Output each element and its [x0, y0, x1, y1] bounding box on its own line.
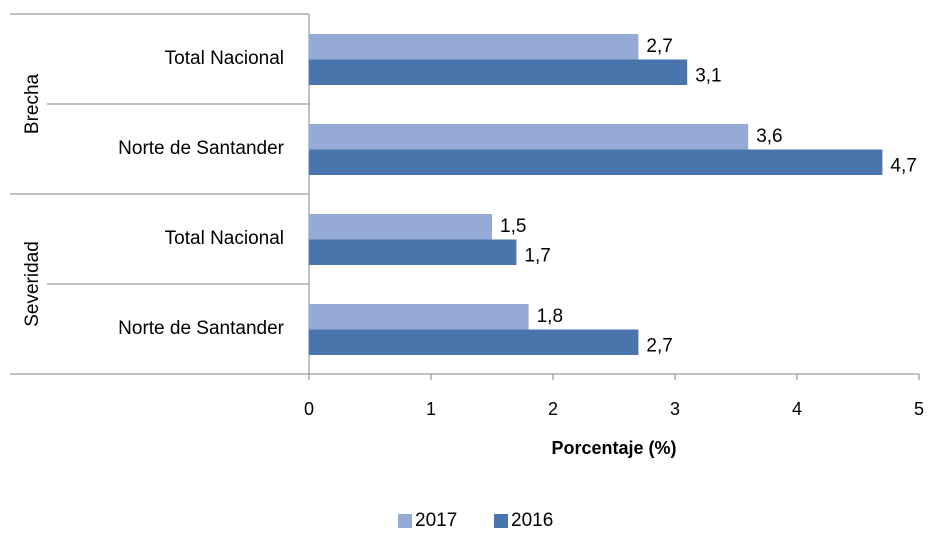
data-label: 1,7	[524, 245, 550, 266]
data-label: 3,1	[695, 65, 721, 86]
bar	[309, 124, 749, 150]
legend-label: 2017	[415, 510, 457, 531]
y-tick-label: Total Nacional	[165, 48, 284, 69]
legend-swatch	[494, 514, 508, 528]
data-label: 3,6	[756, 126, 782, 147]
y-tick-label: Total Nacional	[165, 228, 284, 249]
x-tick-label: 4	[792, 399, 802, 419]
bar	[309, 329, 639, 355]
data-label: 1,8	[537, 306, 563, 327]
data-label: 4,7	[890, 155, 916, 176]
y-tick-label: Norte de Santander	[118, 138, 285, 159]
data-label: 2,7	[646, 36, 672, 57]
y-tick-label: Norte de Santander	[118, 318, 285, 339]
legend-label: 2016	[511, 510, 553, 531]
bar	[309, 59, 688, 85]
x-tick-label: 0	[304, 399, 314, 419]
bar	[309, 214, 492, 240]
data-label: 1,5	[500, 216, 526, 237]
group-label: Brecha	[22, 73, 43, 134]
bar	[309, 239, 517, 265]
data-label: 2,7	[646, 335, 672, 356]
x-tick-label: 3	[670, 399, 680, 419]
legend-swatch	[398, 514, 412, 528]
bar	[309, 34, 639, 60]
x-axis-title: Porcentaje (%)	[551, 438, 676, 458]
x-tick-label: 1	[426, 399, 436, 419]
x-tick-label: 5	[914, 399, 924, 419]
group-label: Severidad	[22, 241, 43, 327]
bar	[309, 304, 529, 330]
x-tick-label: 2	[548, 399, 558, 419]
bar	[309, 149, 883, 175]
